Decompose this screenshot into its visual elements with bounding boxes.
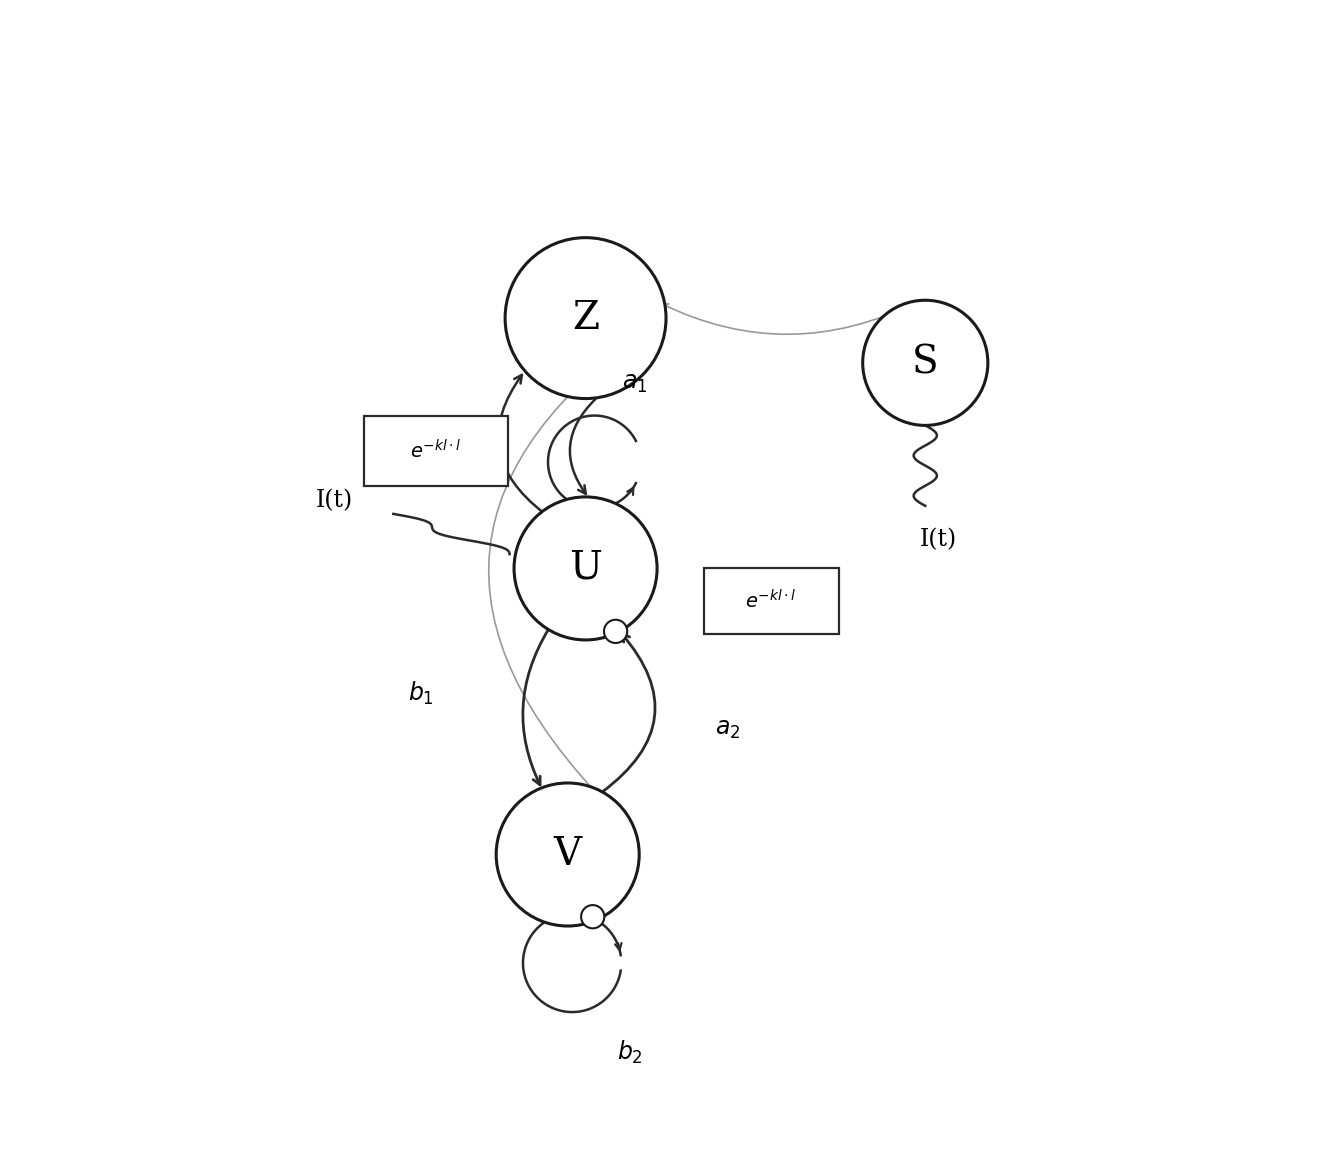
Circle shape <box>581 906 605 929</box>
Text: V: V <box>553 836 582 873</box>
Text: $b_2$: $b_2$ <box>616 1039 643 1066</box>
Circle shape <box>497 783 639 926</box>
Text: I(t): I(t) <box>921 528 957 551</box>
Text: $b_1$: $b_1$ <box>408 680 433 707</box>
Text: $e^{-kl \cdot l}$: $e^{-kl \cdot l}$ <box>410 440 461 463</box>
FancyArrowPatch shape <box>489 319 660 808</box>
FancyBboxPatch shape <box>363 417 508 486</box>
Text: $a_2$: $a_2$ <box>715 717 740 741</box>
Text: S: S <box>911 345 939 381</box>
FancyArrowPatch shape <box>498 375 544 513</box>
Text: Z: Z <box>572 300 599 337</box>
Text: U: U <box>569 550 602 587</box>
FancyArrowPatch shape <box>602 634 655 792</box>
Circle shape <box>506 238 666 398</box>
FancyArrowPatch shape <box>570 399 595 493</box>
Circle shape <box>605 620 627 643</box>
Circle shape <box>514 497 657 640</box>
Text: $e^{-kl \cdot l}$: $e^{-kl \cdot l}$ <box>745 589 797 612</box>
FancyArrowPatch shape <box>523 629 548 785</box>
FancyArrowPatch shape <box>662 302 917 334</box>
Circle shape <box>863 301 988 425</box>
Text: I(t): I(t) <box>316 489 353 512</box>
FancyBboxPatch shape <box>703 568 839 634</box>
Text: $a_1$: $a_1$ <box>622 372 648 395</box>
